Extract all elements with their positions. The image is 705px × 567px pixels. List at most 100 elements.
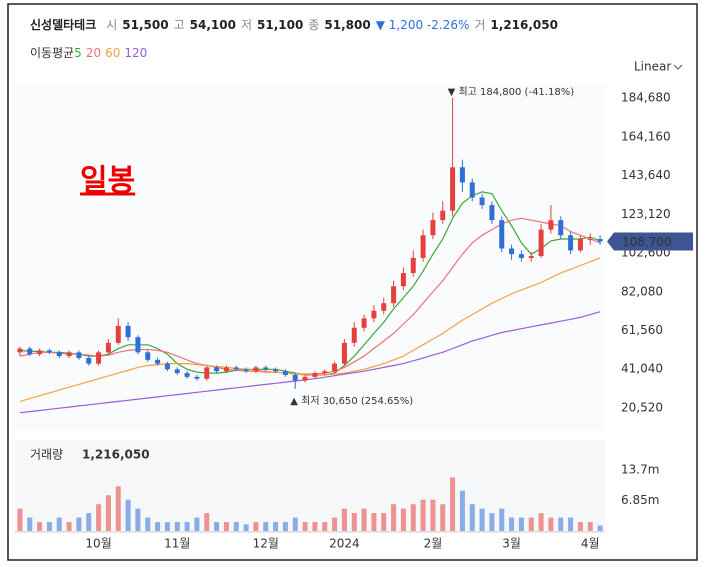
candle-body [204, 367, 210, 379]
header-val: 54,100 [189, 18, 236, 32]
y-tick-label: 123,120 [621, 207, 671, 221]
candle-body [263, 367, 269, 370]
volume-bar [400, 508, 406, 531]
volume-bar [312, 522, 318, 531]
x-tick-label: 12월 [253, 537, 279, 551]
candle-body [96, 352, 102, 364]
volume-last: 1,216,050 [82, 448, 150, 462]
volume-bar [302, 522, 308, 531]
candle-body [371, 310, 377, 319]
volume-bar [361, 508, 367, 531]
y-tick-label: 61,560 [621, 323, 663, 337]
candle-body [184, 373, 190, 377]
volume-bar [489, 513, 495, 531]
volume-bar [253, 522, 259, 531]
current-price-label: 108,700 [622, 235, 672, 249]
volume-title: 거래량 [30, 448, 63, 462]
volume-bar [538, 513, 544, 531]
volume-bar [37, 522, 43, 531]
candle-body [479, 197, 485, 206]
volume-bar [479, 508, 485, 531]
candle-body [538, 229, 544, 257]
volume-bar [587, 522, 593, 531]
volume-bar [430, 499, 436, 531]
volume-bar [509, 517, 515, 531]
candle-body [548, 220, 554, 230]
header-key: 저 [240, 18, 253, 32]
min-annotation: ▲ 최저 30,650 (254.65%) [290, 395, 413, 407]
candle-body [233, 367, 239, 370]
y-tick-label: 41,040 [621, 362, 663, 376]
volume-bar [223, 522, 229, 531]
candle-body [243, 369, 249, 372]
candle-body [27, 348, 33, 355]
volume-bar [135, 508, 141, 531]
candle-body [450, 167, 456, 211]
volume-bar [66, 522, 72, 531]
legend-entry: 120 [124, 46, 148, 60]
ma-line [19, 311, 601, 414]
volume-bar [105, 495, 111, 531]
candle-body [528, 256, 534, 258]
volume-bar [164, 522, 170, 531]
volume-bar [568, 517, 574, 531]
volume-bar [597, 525, 603, 531]
candle-body [587, 239, 593, 241]
candle-body [558, 220, 564, 236]
y-tick-label: 82,080 [621, 284, 663, 298]
candle-body [410, 257, 416, 274]
volume-bar [243, 524, 249, 531]
volume-bar [292, 517, 298, 531]
volume-bar [282, 522, 288, 531]
x-tick-label: 2월 [424, 537, 443, 551]
volume-bar [351, 513, 357, 531]
volume-bar [204, 513, 210, 531]
candle-body [341, 342, 347, 364]
candle-body [46, 350, 52, 353]
volume-bar [145, 517, 151, 531]
volume-bar [548, 517, 554, 531]
candle-body [292, 374, 298, 381]
ma-line [19, 257, 601, 402]
volume-bar [450, 477, 456, 531]
x-tick-label: 11월 [164, 537, 190, 551]
volume-bar [341, 508, 347, 531]
candle-body [469, 182, 475, 198]
volume-bar [391, 504, 397, 531]
candle-body [459, 167, 465, 183]
volume-bar [518, 517, 524, 531]
x-tick-label: 2024 [329, 537, 360, 551]
volume-bar [528, 517, 534, 531]
x-tick-label: 4월 [581, 537, 600, 551]
volume-bar [410, 504, 416, 531]
candle-body [420, 235, 426, 258]
candle-body [518, 254, 524, 258]
candle-body [164, 363, 170, 370]
volume-bar [332, 517, 338, 531]
volume-bar [56, 517, 62, 531]
candle-body [253, 367, 259, 372]
volume-bar [76, 517, 82, 531]
candle-body [194, 376, 200, 379]
volume-tick-label: 6.85m [621, 493, 659, 507]
legend-title: 이동평균 [30, 46, 75, 60]
header-key: 고 [173, 18, 185, 32]
candle-body [440, 210, 446, 221]
volume-bar [322, 522, 328, 531]
candle-body [509, 248, 515, 255]
candle-body [17, 348, 23, 353]
volume-bar [125, 499, 131, 531]
candle-body [361, 318, 367, 328]
candle-body [86, 357, 92, 364]
scale-label[interactable]: Linear [634, 60, 671, 74]
candle-body [312, 373, 318, 377]
dropdown-icon[interactable] [673, 64, 683, 70]
header-val: 51,100 [257, 18, 304, 32]
volume-bar [96, 504, 102, 531]
x-tick-label: 3월 [502, 537, 521, 551]
legend-entry: 5 [74, 46, 82, 60]
max-annotation: ▼ 최고 184,800 (-41.18%) [448, 86, 575, 98]
volume-bar [440, 504, 446, 531]
volume-bar [577, 522, 583, 531]
volume-bar [469, 504, 475, 531]
